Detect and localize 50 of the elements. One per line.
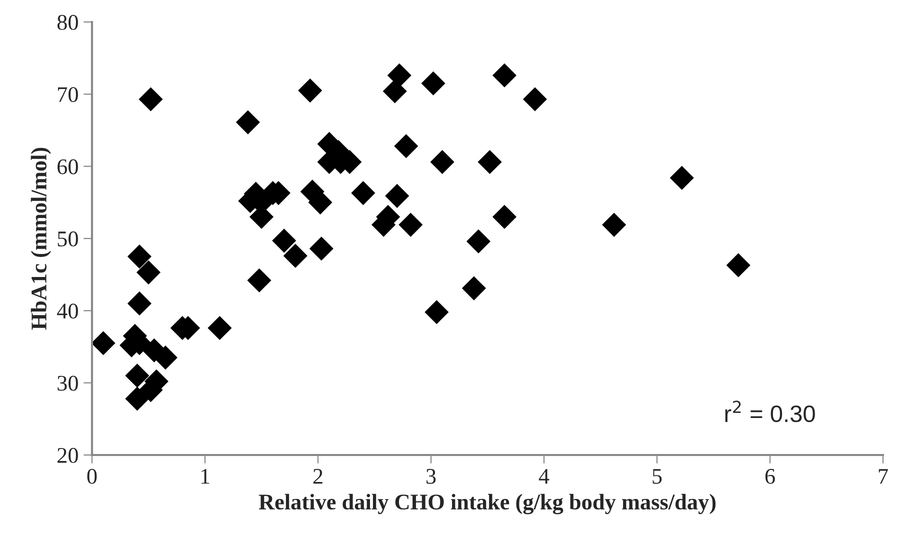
- point: [387, 63, 412, 88]
- point: [522, 87, 547, 112]
- point: [125, 364, 150, 388]
- point: [430, 150, 454, 174]
- x-tick-label: 1: [201, 468, 210, 484]
- point: [478, 150, 502, 174]
- point: [382, 79, 407, 104]
- point: [466, 229, 490, 254]
- x-tick-label: 4: [538, 468, 550, 484]
- x-tick-label: 0: [87, 468, 97, 484]
- y-axis-title: HbA1c (mmol/mol): [30, 148, 52, 330]
- x-tick-label: 2: [313, 468, 322, 484]
- point: [247, 268, 272, 292]
- point: [351, 181, 376, 206]
- annotation: r$^{2}$ = 0.30: [725, 400, 815, 422]
- point: [424, 300, 449, 324]
- point: [385, 184, 410, 208]
- point: [602, 212, 626, 237]
- point: [272, 228, 296, 253]
- y-tick-label: 50: [58, 231, 78, 246]
- point: [127, 291, 152, 316]
- point: [127, 244, 152, 269]
- y-tick-label: 80: [57, 14, 78, 30]
- point: [125, 386, 150, 411]
- point: [92, 331, 116, 356]
- point: [298, 78, 322, 103]
- y-tick-label: 60: [58, 159, 78, 174]
- point: [236, 110, 260, 134]
- point: [283, 244, 308, 268]
- point: [421, 71, 446, 96]
- x-tick-label: 5: [652, 469, 662, 484]
- point: [726, 253, 750, 278]
- x-tick-label: 6: [765, 468, 775, 484]
- y-tick-label: 30: [58, 376, 78, 391]
- x-tick-label: 3: [426, 468, 436, 484]
- point: [136, 260, 161, 284]
- point: [462, 276, 486, 300]
- x-tick-label: 7: [878, 469, 888, 484]
- point: [398, 212, 423, 237]
- point: [492, 204, 516, 229]
- point: [670, 166, 694, 190]
- point: [492, 63, 516, 88]
- y-tick-label: 40: [57, 304, 78, 319]
- point: [394, 134, 418, 158]
- y-tick-label: 20: [58, 448, 78, 463]
- point: [138, 87, 163, 112]
- x-axis-title: Relative daily CHO intake (g/kg body mass/day): [258, 494, 716, 514]
- point: [208, 316, 232, 340]
- y-tick-label: 70: [58, 87, 78, 102]
- point: [309, 236, 334, 261]
